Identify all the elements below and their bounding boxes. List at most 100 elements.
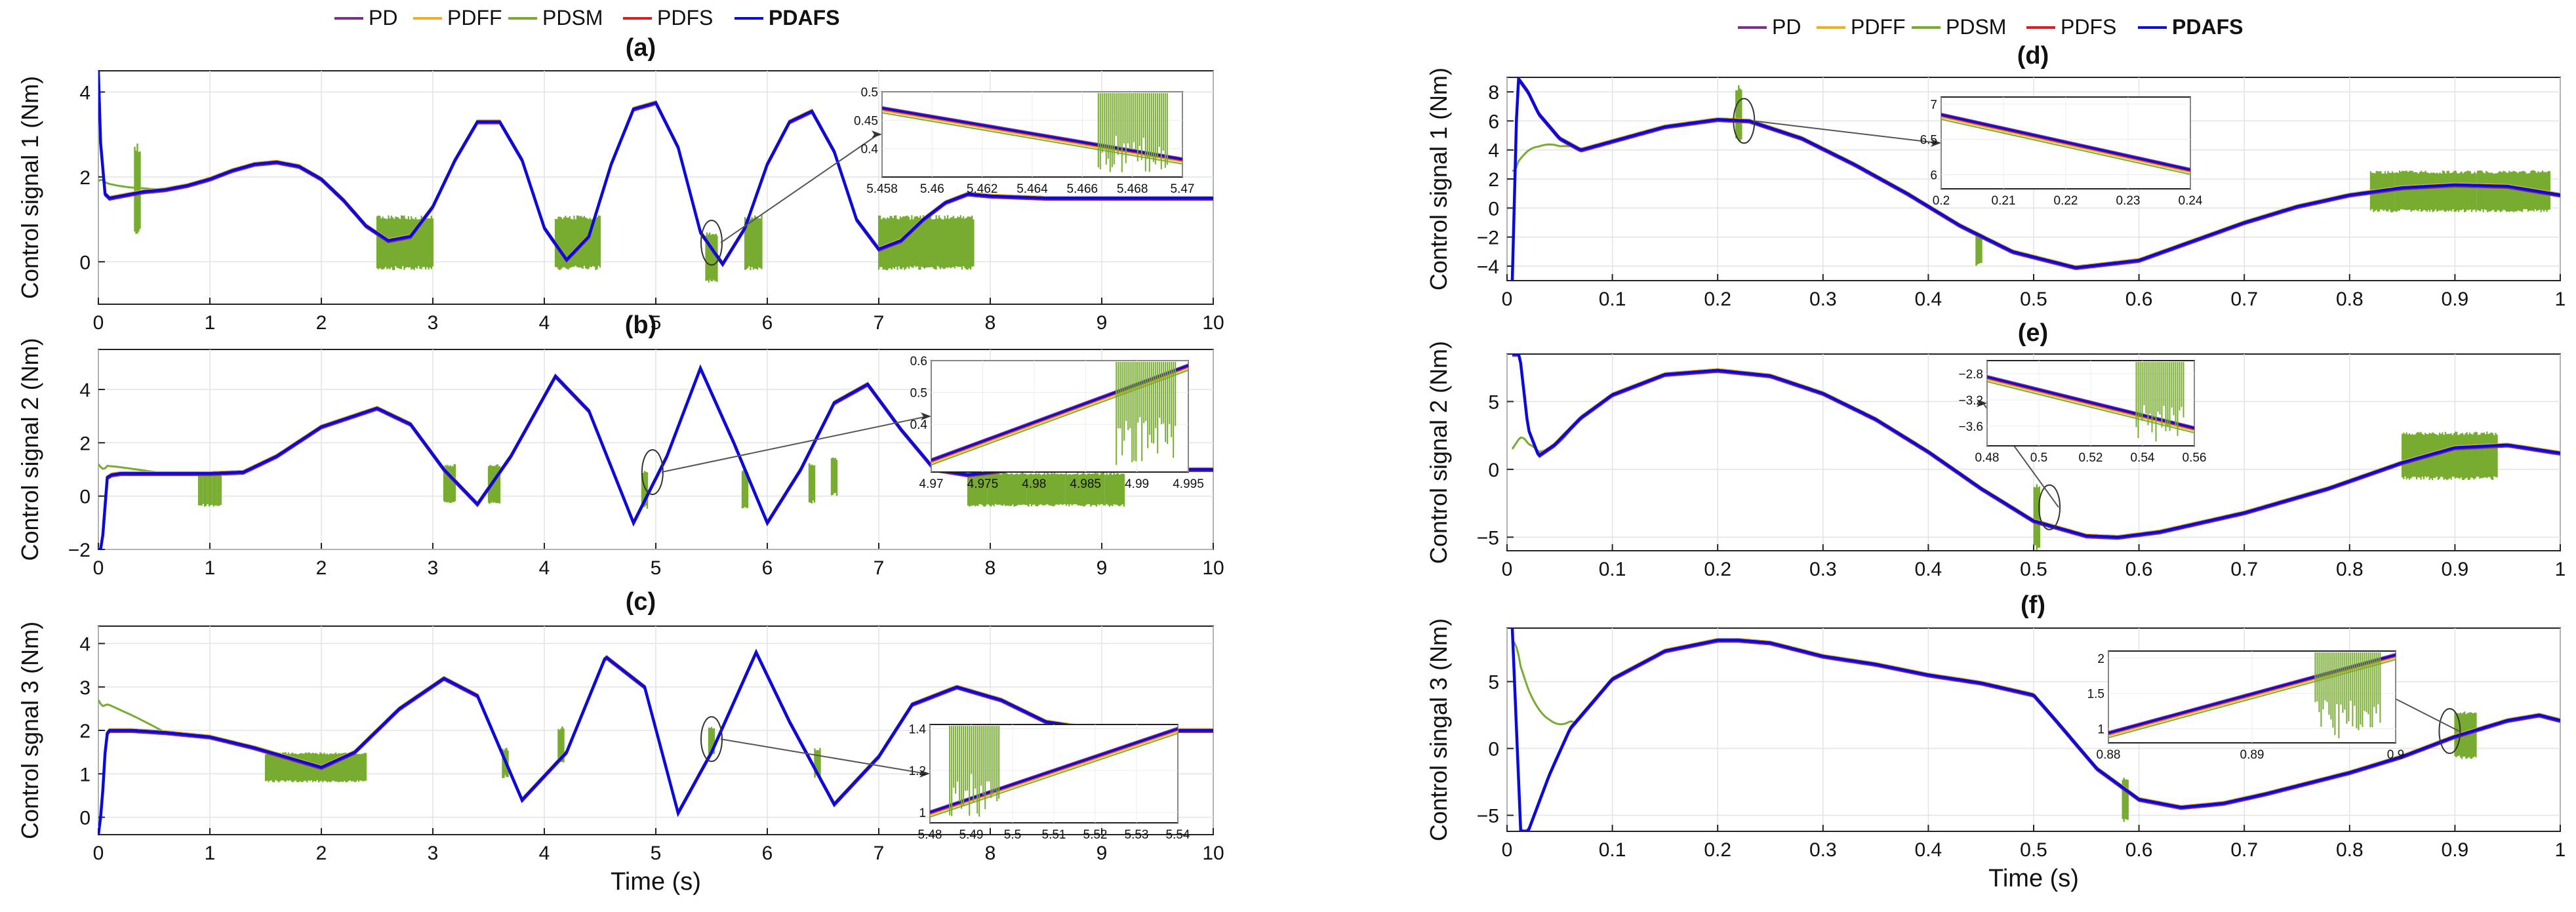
inset-y-tick-label: 0.5 xyxy=(861,86,878,100)
inset-pdff-line xyxy=(1941,117,2190,173)
x-tick-label: 1 xyxy=(2555,839,2566,861)
zoom-arrow-head xyxy=(1931,139,1941,147)
zoom-ellipse xyxy=(2438,708,2461,755)
series-pdsm-chatter-band xyxy=(2402,431,2498,481)
y-tick-label: 0 xyxy=(1488,460,1499,481)
panel-title: (f) xyxy=(2021,591,2045,619)
y-tick-label: 0 xyxy=(1488,198,1499,220)
inset-x-tick-label: 0.24 xyxy=(2179,194,2203,208)
inset-series xyxy=(882,93,1182,172)
legend-label-pdafs: PDAFS xyxy=(769,6,839,30)
x-tick-label: 0.1 xyxy=(1599,288,1626,310)
inset-pdff-line xyxy=(930,730,1178,816)
x-tick-label: 1 xyxy=(2555,288,2566,310)
inset-x-tick-label: 4.985 xyxy=(1070,477,1101,491)
x-tick-label: 5 xyxy=(651,312,662,334)
legend-left: PD PDFF PDSM PDFS PDAFS xyxy=(334,6,839,30)
panel-title: (a) xyxy=(626,34,656,62)
inset-y-tick-label: 6 xyxy=(1930,169,1937,182)
series-pdsm-spike xyxy=(134,143,141,234)
inset: 5.48 5.49 5.5 5.51 5.52 5.53 5.54 1 1.2 1.4 xyxy=(909,723,1190,842)
inset-pdsm-chatter xyxy=(1116,362,1177,466)
inset-pdafs-line xyxy=(1941,113,2190,171)
panel-e: 0 0.1 0.2 0.3 0.4 0.5 0.6 0.7 0.8 0.9 1−505(e)Cont… xyxy=(1425,319,2566,580)
inset-x-tick-label: 5.54 xyxy=(1166,828,1190,842)
y-tick-label: 2 xyxy=(79,167,91,189)
y-tick-label: 6 xyxy=(1488,111,1499,132)
x-tick-label: 10 xyxy=(1202,312,1224,334)
y-tick-label: −2 xyxy=(1477,228,1499,249)
x-tick-label: 9 xyxy=(1097,557,1108,579)
legend-label-pdff: PDFF xyxy=(447,6,502,30)
zoom-arrow-line xyxy=(720,738,927,774)
y-tick-label: 2 xyxy=(79,433,91,454)
zoom-arrow-head xyxy=(1977,399,1987,407)
zoom-ellipse xyxy=(700,220,723,266)
x-tick-label: 0 xyxy=(1502,559,1513,580)
zoom-arrow-head xyxy=(872,130,882,138)
series-pdafs-line xyxy=(1510,628,2560,831)
inset-y-tick-label: 1.5 xyxy=(2087,688,2104,702)
x-tick-label: 9 xyxy=(1097,312,1108,334)
inset-pdfs-line xyxy=(1941,115,2190,172)
zoom-arrow-line xyxy=(2391,696,2459,732)
x-tick-label: 8 xyxy=(985,843,996,864)
inset-pdsm-line xyxy=(1987,381,2194,433)
inset-pdfs-line xyxy=(930,729,1178,814)
x-tick-label: 0.9 xyxy=(2442,288,2469,310)
series-pdsm-spike xyxy=(641,471,649,509)
series-pdsm-spike xyxy=(808,463,816,504)
x-tick-label: 4 xyxy=(539,557,550,579)
y-tick-label: 3 xyxy=(79,677,91,699)
inset-pdsm-chatter xyxy=(2135,362,2184,442)
panel-c: 0 1 2 3 4 5 6 7 8 9 10 0 1 2 3 4 (c) Control sgnal 3 (Nm)… xyxy=(16,588,1224,896)
x-tick-label: 2 xyxy=(316,312,327,334)
x-tick-label: 0.7 xyxy=(2230,559,2258,580)
x-tick-label: 9 xyxy=(1097,843,1108,864)
x-tick-label: 0.2 xyxy=(1704,839,1731,861)
x-tick-label: 1 xyxy=(2555,559,2566,580)
inset-pd-line xyxy=(882,106,1182,159)
inset-pdafs-line xyxy=(930,728,1178,814)
inset-y-tick-label: 0.4 xyxy=(910,418,928,432)
series-group xyxy=(1511,354,2560,550)
inset: 4.97 4.975 4.98 4.985 4.99 4.995 0.4 0.5 0.6 xyxy=(910,355,1204,491)
inset-x-tick-label: 5.49 xyxy=(959,828,984,842)
series-pdsm-chatter-band xyxy=(197,472,222,507)
inset-pdfs-line xyxy=(2108,656,2396,735)
legend-right: PD PDFF PDSM PDFS PDAFS xyxy=(1738,15,2243,39)
x-tick-label: 0.6 xyxy=(2125,288,2153,310)
inset-pdsm-chatter xyxy=(949,726,1000,817)
series-pdsm-chatter-band xyxy=(967,472,1125,507)
panel-a: 0 1 2 3 4 5 6 7 8 9 10 0 2 4 (a) Control signal 1 (Nm) 5… xyxy=(16,34,1224,334)
series-pdsm-chatter-band xyxy=(744,215,763,271)
x-tick-label: 0.1 xyxy=(1599,839,1626,861)
x-tick-label: 0.4 xyxy=(1915,559,1942,580)
x-tick-label: 0 xyxy=(93,557,104,579)
series-pdsm-spike xyxy=(557,726,565,763)
series-group xyxy=(1510,77,2560,281)
inset-x-tick-label: 5.46 xyxy=(920,182,944,196)
inset-series xyxy=(1987,362,2194,442)
series-pdsm-chatter-band xyxy=(376,215,434,271)
inset-x-tick-label: 4.995 xyxy=(1173,477,1204,491)
inset-pdsm-chatter xyxy=(2314,652,2381,738)
x-tick-label: 0.2 xyxy=(1704,559,1731,580)
inset-x-tick-label: 5.47 xyxy=(1171,182,1195,196)
y-tick-label: 0 xyxy=(79,486,91,508)
x-tick-label: 0.6 xyxy=(2125,839,2153,861)
inset-x-tick-label: 0.89 xyxy=(2240,748,2264,762)
panel-title: (e) xyxy=(2018,319,2048,347)
series-pdsm-spike xyxy=(741,469,749,509)
inset-y-tick-label: 0.6 xyxy=(910,355,927,368)
x-tick-label: 7 xyxy=(874,843,885,864)
x-tick-label: 3 xyxy=(428,843,439,864)
inset-pdff-line xyxy=(882,110,1182,163)
inset-y-tick-label: 1 xyxy=(2097,723,2104,736)
inset-x-tick-label: 5.51 xyxy=(1042,828,1066,842)
inset-x-tick-label: 0.54 xyxy=(2131,451,2155,465)
series-pdafs-line xyxy=(1510,77,2560,281)
inset-x-tick-label: 0.88 xyxy=(2097,748,2121,762)
series-pdafs-line xyxy=(1512,354,2560,539)
inset-x-tick-label: 5.53 xyxy=(1125,828,1149,842)
